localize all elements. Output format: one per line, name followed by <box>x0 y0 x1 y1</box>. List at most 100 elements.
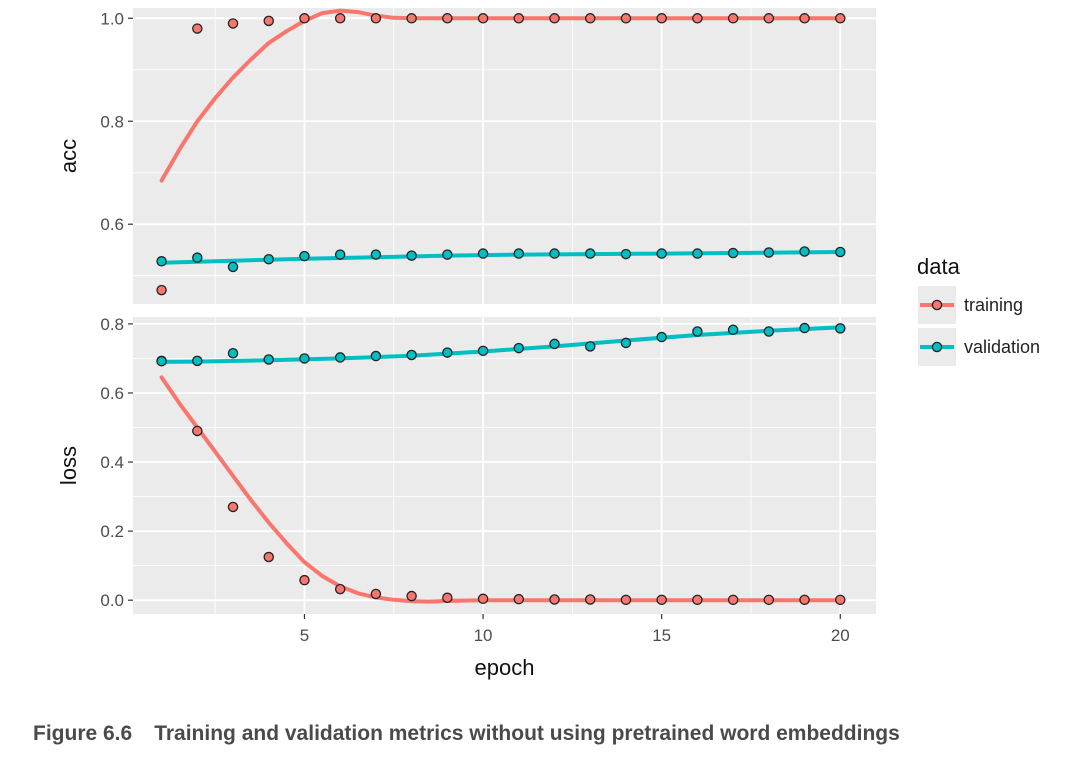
point-validation <box>156 355 167 367</box>
point-validation <box>799 246 810 257</box>
faceted-chart: 0.6 0.8 1.0 acc 0.0 0.2 0.4 0.6 0.8 loss 5 10 15 20 ep… <box>56 8 1040 680</box>
point-validation <box>334 352 346 363</box>
y-tick-label: 0.6 <box>100 215 124 234</box>
legend-point-validation <box>931 341 943 353</box>
point-validation <box>584 341 596 352</box>
point-validation <box>299 250 310 262</box>
legend-title: data <box>917 254 961 279</box>
point-training <box>656 13 667 24</box>
point-training <box>584 13 596 24</box>
point-validation <box>620 337 632 349</box>
point-training <box>406 13 417 24</box>
point-validation <box>727 247 739 259</box>
x-tick-label: 15 <box>652 626 671 645</box>
point-training <box>263 551 274 563</box>
point-training <box>727 594 739 606</box>
point-training <box>227 18 239 29</box>
point-validation <box>334 249 346 260</box>
point-training <box>192 23 203 34</box>
y-tick-label: 0.2 <box>100 522 124 541</box>
point-training <box>584 594 596 605</box>
point-validation <box>263 354 274 365</box>
point-training <box>227 501 239 513</box>
point-validation <box>692 248 703 259</box>
x-axis-label: epoch <box>475 655 535 680</box>
point-validation <box>477 248 489 259</box>
point-validation <box>763 326 775 337</box>
chart-svg: 0.6 0.8 1.0 acc 0.0 0.2 0.4 0.6 0.8 loss 5 10 15 20 ep… <box>56 8 1040 680</box>
point-training <box>835 594 846 606</box>
point-training <box>692 594 703 606</box>
point-training <box>549 594 560 605</box>
point-validation <box>549 338 560 350</box>
point-training <box>513 593 525 605</box>
point-training <box>513 13 525 24</box>
y-tick-label: 0.0 <box>100 591 124 610</box>
point-validation <box>370 350 382 362</box>
y-tick-label: 0.8 <box>100 112 124 131</box>
point-training <box>442 592 453 604</box>
point-validation <box>584 248 596 259</box>
point-training <box>620 13 632 24</box>
x-tick-label: 20 <box>831 626 850 645</box>
point-validation <box>513 248 525 259</box>
point-validation <box>835 323 846 334</box>
point-validation <box>549 248 560 259</box>
trend-line-training <box>159 375 843 604</box>
point-training <box>263 15 274 27</box>
point-validation <box>692 326 703 337</box>
point-validation <box>406 349 417 361</box>
point-validation <box>299 353 310 364</box>
point-training <box>477 593 489 605</box>
point-validation <box>370 249 382 260</box>
point-validation <box>620 248 632 260</box>
x-tick-label: 10 <box>474 626 493 645</box>
point-validation <box>227 261 239 273</box>
point-validation <box>727 324 739 336</box>
y-tick-label: 1.0 <box>100 9 124 28</box>
point-validation <box>656 331 667 343</box>
y-tick-label: 0.6 <box>100 384 124 403</box>
point-training <box>763 594 775 606</box>
figure-caption: Figure 6.6 Training and validation metric… <box>0 722 1078 746</box>
y-tick-label: 0.8 <box>100 315 124 334</box>
point-training <box>370 13 382 24</box>
point-training <box>799 13 810 24</box>
legend-point-training <box>931 299 943 311</box>
point-validation <box>263 253 274 265</box>
y-axis-label-acc: acc <box>56 139 81 173</box>
point-validation <box>799 322 810 334</box>
point-training <box>763 13 775 24</box>
point-training <box>334 13 346 24</box>
point-training <box>799 594 810 606</box>
point-validation <box>477 345 489 357</box>
panel-background-loss <box>133 317 876 614</box>
point-training <box>156 284 167 296</box>
point-training <box>477 13 489 24</box>
x-tick-label: 5 <box>300 626 309 645</box>
point-validation <box>763 247 775 258</box>
point-validation <box>227 348 239 359</box>
point-validation <box>406 250 417 261</box>
point-training <box>727 13 739 24</box>
point-training <box>656 594 667 606</box>
point-validation <box>656 248 667 259</box>
point-training <box>370 588 382 600</box>
point-validation <box>192 355 203 367</box>
caption-text: Training and validation metrics without … <box>154 722 900 745</box>
facet-acc: 0.6 0.8 1.0 acc <box>56 8 876 304</box>
point-training <box>334 583 346 595</box>
facet-loss: 0.0 0.2 0.4 0.6 0.8 loss <box>56 315 876 614</box>
point-validation <box>192 252 203 263</box>
legend-label-training: training <box>964 295 1023 315</box>
point-validation <box>513 342 525 354</box>
legend-label-validation: validation <box>964 337 1040 357</box>
point-training <box>549 13 560 24</box>
point-training <box>442 13 453 24</box>
point-training <box>620 594 632 606</box>
point-training <box>299 13 310 24</box>
point-validation <box>442 249 453 260</box>
y-axis-label-loss: loss <box>56 446 81 485</box>
point-validation <box>156 256 167 267</box>
